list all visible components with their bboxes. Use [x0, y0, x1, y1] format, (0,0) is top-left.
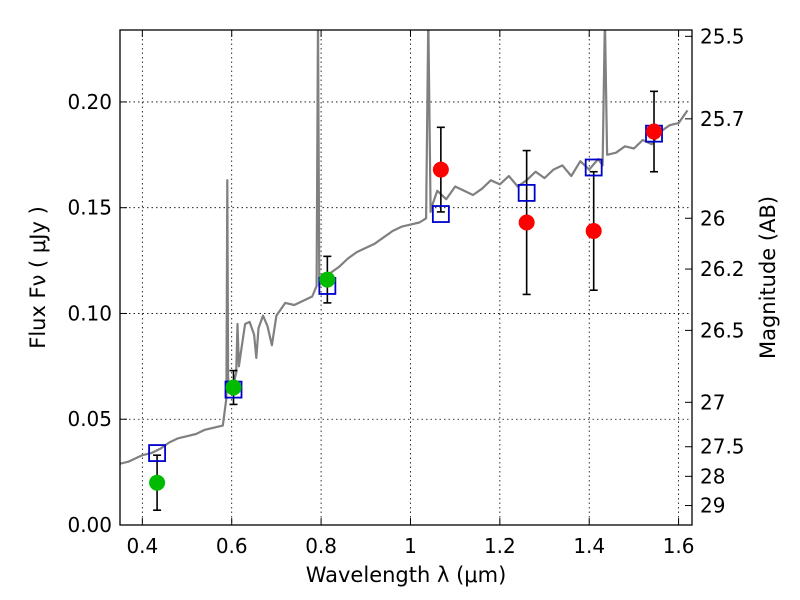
x-tick-label-6: 1.6 [663, 534, 695, 558]
x-tick-label-5: 1.4 [573, 534, 605, 558]
y2-tick-label-7: 28 [700, 464, 725, 488]
model-box-3 [431, 205, 450, 223]
y2-axis-label: Magnitude (AB) [756, 196, 780, 359]
data-point-0-1 [225, 379, 242, 396]
y-tick-label-3: 0.15 [67, 196, 112, 220]
x-axis-ticks: 0.4 0.6 0.8 1 1.2 1.4 1.6 [126, 30, 695, 558]
data-point-1-3 [646, 123, 663, 140]
observed-points [149, 123, 663, 491]
y2-axis-ticks: 25.5 25.7 26 26.2 26.5 27 27.5 28 29 [685, 24, 745, 518]
y2-tick-label-8: 29 [700, 494, 725, 518]
y-tick-label-0: 0.00 [67, 513, 112, 537]
grid [120, 30, 692, 526]
y2-tick-label-2: 26 [700, 206, 725, 230]
y2-tick-label-5: 27 [700, 390, 725, 414]
y2-tick-label-0: 25.5 [700, 24, 745, 48]
y-tick-label-4: 0.20 [67, 90, 112, 114]
plot-frame [119, 29, 693, 526]
x-tick-label-2: 0.8 [305, 534, 337, 558]
spectrum-line [120, 30, 689, 465]
y2-tick-label-6: 27.5 [700, 435, 745, 459]
data-point-1-2 [585, 222, 602, 239]
data-point-0-2 [319, 271, 336, 288]
x-tick-label-3: 1 [404, 534, 417, 558]
data-point-0-0 [149, 474, 166, 491]
model-box-0 [148, 444, 166, 462]
y-tick-label-2: 0.10 [67, 301, 112, 325]
model-box-5 [584, 158, 603, 177]
data-point-1-0 [432, 161, 449, 178]
x-tick-label-4: 1.2 [484, 534, 516, 558]
y2-tick-label-1: 25.7 [700, 107, 745, 131]
y-axis-ticks: 0.00 0.05 0.10 0.15 0.20 [67, 90, 127, 537]
spectrum-series [120, 30, 689, 465]
x-tick-label-1: 0.6 [216, 534, 248, 558]
x-axis-label: Wavelength λ (μm) [306, 563, 507, 587]
model-box-4 [517, 183, 536, 202]
data-point-1-1 [518, 214, 535, 231]
y2-tick-label-4: 26.5 [700, 318, 745, 342]
y-tick-label-1: 0.05 [67, 407, 112, 431]
y2-tick-label-3: 26.2 [700, 257, 745, 281]
y-axis-label: Flux Fν ( μJy ) [26, 206, 50, 349]
x-tick-label-0: 0.4 [126, 534, 158, 558]
